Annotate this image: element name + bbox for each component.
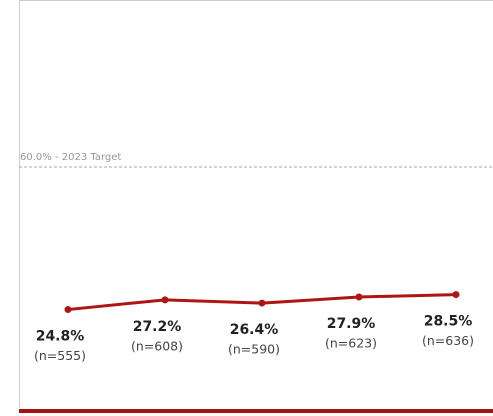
sample-label: (n=555)	[34, 348, 86, 363]
bottom-bar	[19, 409, 493, 413]
point	[64, 306, 72, 314]
value-label: 27.9%	[327, 316, 376, 332]
value-label: 28.5%	[424, 314, 473, 330]
value-label: 26.4%	[230, 322, 279, 338]
sample-label: (n=636)	[422, 333, 474, 348]
sample-label: (n=623)	[325, 336, 377, 351]
reference-label: 60.0% - 2023 Target	[20, 152, 121, 163]
point	[355, 293, 363, 301]
sample-label: (n=608)	[131, 338, 183, 353]
point	[161, 296, 169, 304]
point	[452, 291, 460, 299]
value-label: 24.8%	[36, 329, 85, 345]
value-label: 27.2%	[133, 319, 182, 335]
point	[258, 299, 266, 307]
sample-label: (n=590)	[228, 342, 280, 357]
